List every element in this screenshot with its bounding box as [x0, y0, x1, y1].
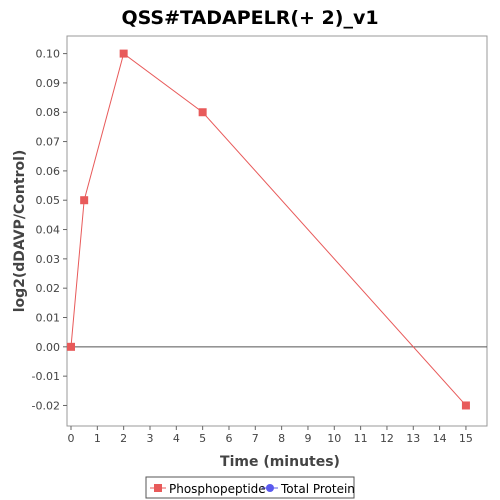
series-group	[67, 49, 470, 410]
x-tick-label: 2	[120, 432, 127, 445]
x-tick-label: 11	[354, 432, 368, 445]
x-tick-label: 5	[199, 432, 206, 445]
plot-area	[66, 35, 488, 427]
x-tick-label: 0	[68, 432, 75, 445]
x-tick-label: 13	[406, 432, 420, 445]
x-tick-label: 6	[225, 432, 232, 445]
x-tick-label: 15	[459, 432, 473, 445]
x-tick-label: 1	[94, 432, 101, 445]
y-tick-label: -0.01	[32, 370, 60, 383]
y-tick-label: 0.10	[36, 48, 61, 61]
x-tick-label: 4	[173, 432, 180, 445]
y-tick-label: 0.04	[36, 224, 61, 237]
y-tick-label: 0.07	[36, 136, 61, 149]
y-tick-label: 0.09	[36, 77, 61, 90]
data-point	[80, 196, 89, 205]
plot-frame	[66, 35, 488, 427]
x-tick-label: 7	[252, 432, 259, 445]
y-tick-label: 0.06	[36, 165, 61, 178]
x-tick-label: 10	[327, 432, 341, 445]
legend-marker-total-protein	[266, 484, 274, 492]
y-tick-label: 0.03	[36, 253, 61, 266]
legend-marker-phosphopeptide	[154, 484, 162, 492]
x-tick-label: 12	[380, 432, 394, 445]
x-tick-label: 3	[146, 432, 153, 445]
x-axis-label: Time (minutes)	[220, 454, 340, 470]
legend-label-total-protein: Total Protein	[280, 482, 355, 496]
y-axis-label: log2(dDAVP/Control)	[12, 150, 28, 313]
y-tick-label: 0.01	[36, 312, 61, 325]
legend: Phosphopeptide Total Protein	[145, 476, 355, 499]
y-tick-label: 0.00	[36, 341, 61, 354]
y-tick-label: 0.05	[36, 194, 61, 207]
data-point	[198, 108, 207, 117]
y-tick-label: 0.02	[36, 282, 61, 295]
y-axis: -0.02 -0.01 0.00 0.01 0.02 0.03 0.04 0.05 0.06 0.…	[32, 48, 67, 412]
x-tick-label: 9	[304, 432, 311, 445]
y-tick-label: 0.08	[36, 106, 61, 119]
data-point	[461, 401, 470, 410]
data-point	[67, 342, 75, 351]
chart-title: QSS#TADAPELR(+ 2)_v1	[121, 7, 378, 29]
y-tick-label: -0.02	[32, 399, 60, 412]
legend-label-phosphopeptide: Phosphopeptide	[169, 482, 266, 496]
legend-box	[145, 476, 355, 499]
x-tick-label: 14	[433, 432, 447, 445]
x-axis: 0 1 2 3 4 5 6 7 8 9 10 11 12 13 14 15	[68, 426, 473, 445]
data-point	[119, 49, 128, 58]
x-tick-label: 8	[278, 432, 285, 445]
